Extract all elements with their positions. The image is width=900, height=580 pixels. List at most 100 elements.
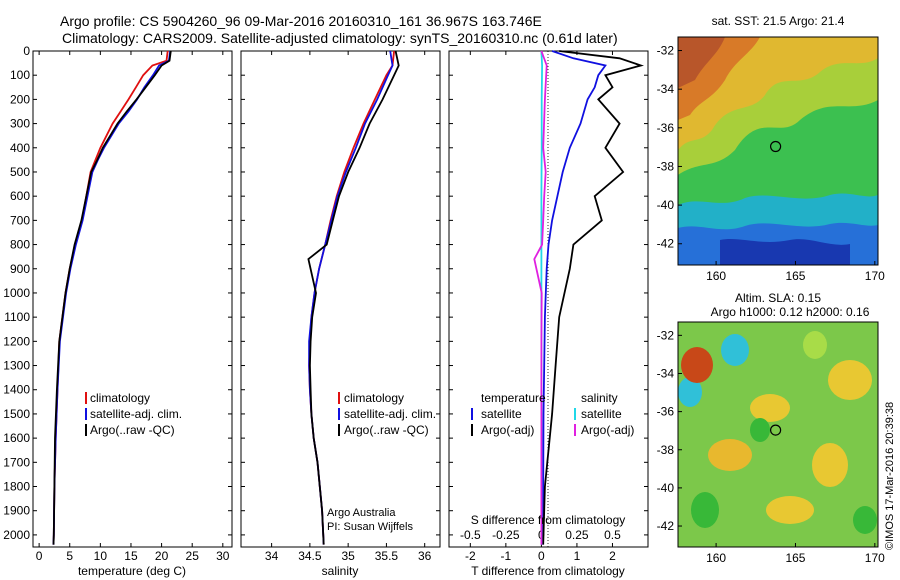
salinity-depth-ticks <box>241 50 440 536</box>
depth-tick-label: 700 <box>10 213 30 227</box>
sst-map-title: sat. SST: 21.5 Argo: 21.4 <box>712 14 845 28</box>
lat-tick-label: -40 <box>657 481 675 495</box>
lat-tick-label: -34 <box>657 82 675 96</box>
depth-tick-label: 1600 <box>3 431 30 445</box>
lat-tick-label: -38 <box>657 159 675 173</box>
lat-tick-label: -42 <box>657 519 675 533</box>
lat-tick-label: -32 <box>657 44 675 58</box>
sla-high-a <box>828 360 872 400</box>
s-tick-label: -0.25 <box>492 528 520 542</box>
lat-tick-label: -40 <box>657 198 675 212</box>
series-line <box>52 50 172 545</box>
temperature-lines <box>52 50 172 545</box>
depth-tick-label: 600 <box>10 189 30 203</box>
legend-salinity-title: salinity <box>581 391 618 405</box>
x-tick-label: 1 <box>574 549 581 563</box>
difference-depth-ticks <box>449 50 648 536</box>
x-tick-label: 20 <box>155 549 169 563</box>
lat-tick-label: -36 <box>657 405 675 419</box>
sst-lon-ticks: 160 165 170 <box>706 261 885 283</box>
depth-tick-label: 100 <box>10 68 30 82</box>
legend-satellite: satellite-adj. clim. <box>344 407 436 421</box>
lat-tick-label: -36 <box>657 121 675 135</box>
temperature-panel: 0100200300400500600700800900100011001200… <box>3 44 233 578</box>
x-tick-label: -1 <box>501 549 512 563</box>
depth-tick-label: 1500 <box>3 407 30 421</box>
depth-tick-label: 500 <box>10 165 30 179</box>
sla-high-e <box>766 496 814 524</box>
s-difference-label: S difference from climatology <box>471 513 626 527</box>
sla-green-b <box>691 492 719 528</box>
sst-lat-ticks: -32 -34 -36 -38 -40 -42 <box>657 44 682 251</box>
x-tick-label: 0 <box>36 549 43 563</box>
depth-ticks: 0 100 200 300 400 500 600 700 800 900 1000 1100 1200… <box>3 44 232 542</box>
lat-tick-label: -34 <box>657 366 675 380</box>
depth-tick-label: 2000 <box>3 528 30 542</box>
lat-tick-label: -38 <box>657 443 675 457</box>
sla-feature-a <box>803 331 827 359</box>
credit-text: Argo Australia <box>327 507 396 519</box>
difference-axes <box>448 50 649 548</box>
sla-peak <box>681 347 713 383</box>
salinity-legend: climatology satellite-adj. clim. Argo(..… <box>338 391 436 437</box>
s-difference-ticks: -0.5 -0.25 0 0.25 0.5 <box>460 528 621 542</box>
salinity-ticks: 34 34.5 35 35.5 36 <box>265 51 432 563</box>
depth-tick-label: 300 <box>10 117 30 131</box>
x-tick-label: 35 <box>341 549 355 563</box>
lon-tick-label: 160 <box>706 551 726 565</box>
sla-lat-ticks: -32 -34 -36 -38 -40 -42 <box>657 328 682 533</box>
t-difference-xlabel: T difference from climatology <box>471 564 625 578</box>
series-line <box>541 50 607 545</box>
pi-text: PI: Susan Wijffels <box>327 521 413 533</box>
legend-t-satellite: satellite <box>481 407 522 421</box>
depth-tick-label: 1800 <box>3 480 30 494</box>
temperature-ticks: 0 5 10 15 20 25 30 <box>36 51 230 563</box>
temperature-legend: climatology satellite-adj. clim. Argo(..… <box>85 391 182 437</box>
sla-map: Altim. SLA: 0.15 Argo h1000: 0.12 h2000:… <box>657 291 886 565</box>
legend-temperature-title: temperature <box>481 391 546 405</box>
depth-tick-label: 1300 <box>3 359 30 373</box>
salinity-xlabel: salinity <box>322 564 359 578</box>
sla-high-b <box>750 394 790 422</box>
s-tick-label: 0.5 <box>604 528 621 542</box>
sla-map-title: Altim. SLA: 0.15 <box>735 291 821 305</box>
depth-tick-label: 0 <box>23 44 30 58</box>
legend-s-satellite: satellite <box>581 407 622 421</box>
series-line <box>307 50 400 545</box>
x-tick-label: 10 <box>94 549 108 563</box>
depth-tick-label: 1400 <box>3 383 30 397</box>
x-tick-label: 35.5 <box>375 549 399 563</box>
depth-tick-label: 800 <box>10 238 30 252</box>
depth-tick-label: 1100 <box>4 310 30 324</box>
x-tick-label: 25 <box>186 549 200 563</box>
difference-lines <box>533 50 644 545</box>
depth-tick-label: 1200 <box>3 334 30 348</box>
float-position-marker <box>769 424 782 436</box>
lon-tick-label: 160 <box>706 269 726 283</box>
depth-tick-label: 200 <box>10 92 30 106</box>
s-tick-label: -0.5 <box>460 528 481 542</box>
title-line-2: Climatology: CARS2009. Satellite-adjuste… <box>62 30 618 46</box>
sla-high-c <box>708 439 752 471</box>
x-tick-label: 15 <box>124 549 138 563</box>
x-tick-label: 0 <box>538 549 545 563</box>
watermark: ©IMOS 17-Mar-2016 20:39:38 <box>884 402 896 550</box>
depth-tick-label: 400 <box>10 141 30 155</box>
series-line <box>533 50 548 545</box>
sla-low-b <box>678 377 702 407</box>
sla-high-d <box>812 443 848 487</box>
legend-satellite: satellite-adj. clim. <box>90 407 182 421</box>
s-tick-label: 0.25 <box>565 528 589 542</box>
sst-hot-band <box>678 37 725 88</box>
legend-climatology: climatology <box>344 391 404 405</box>
salinity-lines <box>307 50 400 545</box>
x-tick-label: 34 <box>265 549 279 563</box>
lat-tick-label: -42 <box>657 237 675 251</box>
x-tick-label: 36 <box>418 549 432 563</box>
sla-low-a <box>721 334 749 366</box>
x-tick-label: 5 <box>66 549 73 563</box>
title-line-1: Argo profile: CS 5904260_96 09-Mar-2016 … <box>60 13 542 29</box>
depth-tick-label: 1900 <box>3 504 30 518</box>
x-tick-label: 30 <box>216 549 230 563</box>
